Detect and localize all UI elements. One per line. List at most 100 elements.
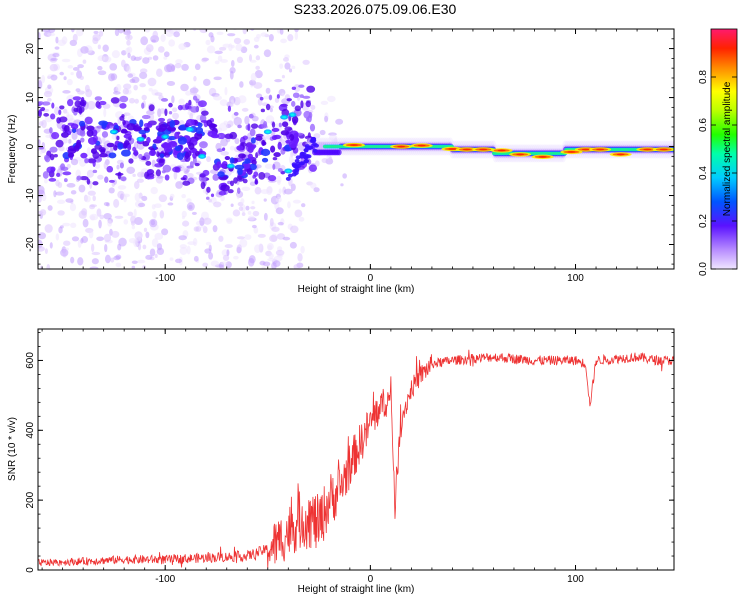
spectrogram-cell (110, 97, 120, 104)
spectrogram-cell (72, 96, 82, 101)
spectrogram-cell (186, 245, 191, 255)
spectrogram-cell (193, 255, 199, 262)
spectrogram-cell (291, 86, 297, 91)
spectrogram-cell (41, 193, 47, 202)
snr-xtick-label: -100 (155, 574, 175, 585)
spectrogram-cell (251, 200, 255, 205)
spectrogram-cell (270, 145, 276, 153)
spectrogram-cell (260, 32, 268, 37)
spectrogram-cell (47, 205, 53, 211)
spectrogram-cell (57, 39, 67, 46)
spectrogram-cell (261, 266, 266, 269)
spectrogram-cell (165, 29, 174, 37)
spectrogram-cell (141, 114, 151, 120)
spectrogram-cell (220, 59, 228, 63)
spectrogram-cell (148, 113, 155, 122)
spectrogram-ytick-label: 10 (25, 92, 36, 104)
spectrogram-cell (139, 83, 146, 88)
spectrogram-cell (121, 114, 125, 118)
spectrogram-cell (166, 81, 176, 87)
spectrogram-cell (219, 99, 228, 106)
spectrogram-ytick-label: 20 (25, 43, 36, 55)
spectrogram-cell (308, 111, 313, 119)
spectrogram-cell (180, 177, 186, 181)
spectrogram-cell (103, 233, 112, 243)
spectrogram-cell (52, 52, 60, 58)
spectrogram-cell (312, 142, 318, 147)
spectrogram-cell (97, 44, 101, 50)
spectrogram-cell (134, 217, 143, 226)
spectrogram-cell (71, 29, 75, 33)
spectrogram-cell (138, 153, 143, 160)
snr-ytick-label: 400 (25, 422, 36, 439)
spectrogram-cell (133, 238, 139, 248)
spectrogram-cell (313, 133, 321, 139)
spectrogram-cell (303, 159, 309, 164)
spectrogram-cell (50, 57, 58, 61)
colorbar-tick-label: 0.2 (698, 214, 709, 228)
spectrogram-cell (516, 153, 525, 156)
spectrogram-cell (218, 235, 224, 242)
spectrogram-cell (180, 162, 188, 172)
spectrogram-cell (67, 152, 75, 158)
spectrogram-cell (174, 131, 180, 140)
spectrogram-cell (265, 87, 271, 94)
spectrogram-cell (162, 164, 172, 173)
spectrogram-cell (208, 252, 214, 260)
spectrogram-cell (43, 112, 50, 117)
spectrogram-cell (299, 154, 305, 159)
spectrogram-cell (306, 85, 316, 93)
spectrogram-cell (241, 107, 249, 112)
spectrogram-cell (220, 138, 228, 147)
spectrogram-cell (85, 88, 93, 98)
spectrogram-cell (68, 139, 72, 144)
spectrogram-cell (314, 160, 320, 167)
spectrogram-cell (168, 39, 176, 47)
spectrogram-cell (249, 54, 253, 62)
spectrogram-cell (197, 23, 204, 27)
spectrogram-cell (250, 72, 257, 82)
spectrogram-cell (156, 243, 163, 251)
spectrogram-cell (117, 185, 127, 190)
spectrogram-cell (39, 150, 43, 155)
spectrogram-cell (164, 174, 170, 181)
spectrogram-cell (462, 148, 471, 151)
spectrogram-cell (229, 131, 238, 140)
spectrogram-cell (138, 56, 143, 60)
spectrogram-cell (242, 178, 248, 184)
spectrogram-cell (298, 84, 305, 88)
spectrogram-cell (167, 202, 174, 206)
spectrogram-cell (59, 71, 65, 76)
spectrogram-cell (250, 137, 256, 144)
spectrogram-cell (38, 79, 42, 87)
spectrogram-cell (250, 144, 257, 149)
spectrogram-cell (268, 252, 274, 260)
spectrogram-cell (99, 214, 105, 220)
spectrogram-cell (172, 112, 180, 120)
spectrogram-cell (131, 265, 136, 269)
spectrogram-cell (224, 86, 228, 96)
spectrogram-cell (56, 199, 66, 205)
spectrogram-cell (275, 175, 282, 184)
spectrogram-cell (258, 172, 266, 180)
spectrogram-cell (60, 163, 66, 171)
spectrogram-cell (86, 125, 95, 131)
spectrogram-cell (156, 175, 164, 179)
spectrogram-cell (186, 173, 194, 178)
spectrogram-cell (320, 100, 329, 105)
spectrogram-cell (49, 146, 58, 153)
spectrogram-xtick-label: 0 (368, 273, 374, 284)
spectrogram-cell (173, 31, 180, 38)
spectrogram-cell (120, 128, 128, 134)
spectrogram-cell (40, 106, 46, 112)
spectrogram-cell (79, 99, 87, 107)
spectrogram-cell (275, 249, 285, 256)
spectrogram-cell (71, 132, 78, 140)
spectrogram-cell (147, 169, 152, 174)
spectrogram-cell (269, 108, 273, 113)
spectrogram-cell (109, 147, 114, 153)
spectrogram-cell (119, 95, 129, 103)
spectrogram-cell (79, 75, 84, 81)
spectrogram-cell (298, 216, 305, 222)
spectrogram-ylabel: Frequency (Hz) (7, 115, 18, 184)
